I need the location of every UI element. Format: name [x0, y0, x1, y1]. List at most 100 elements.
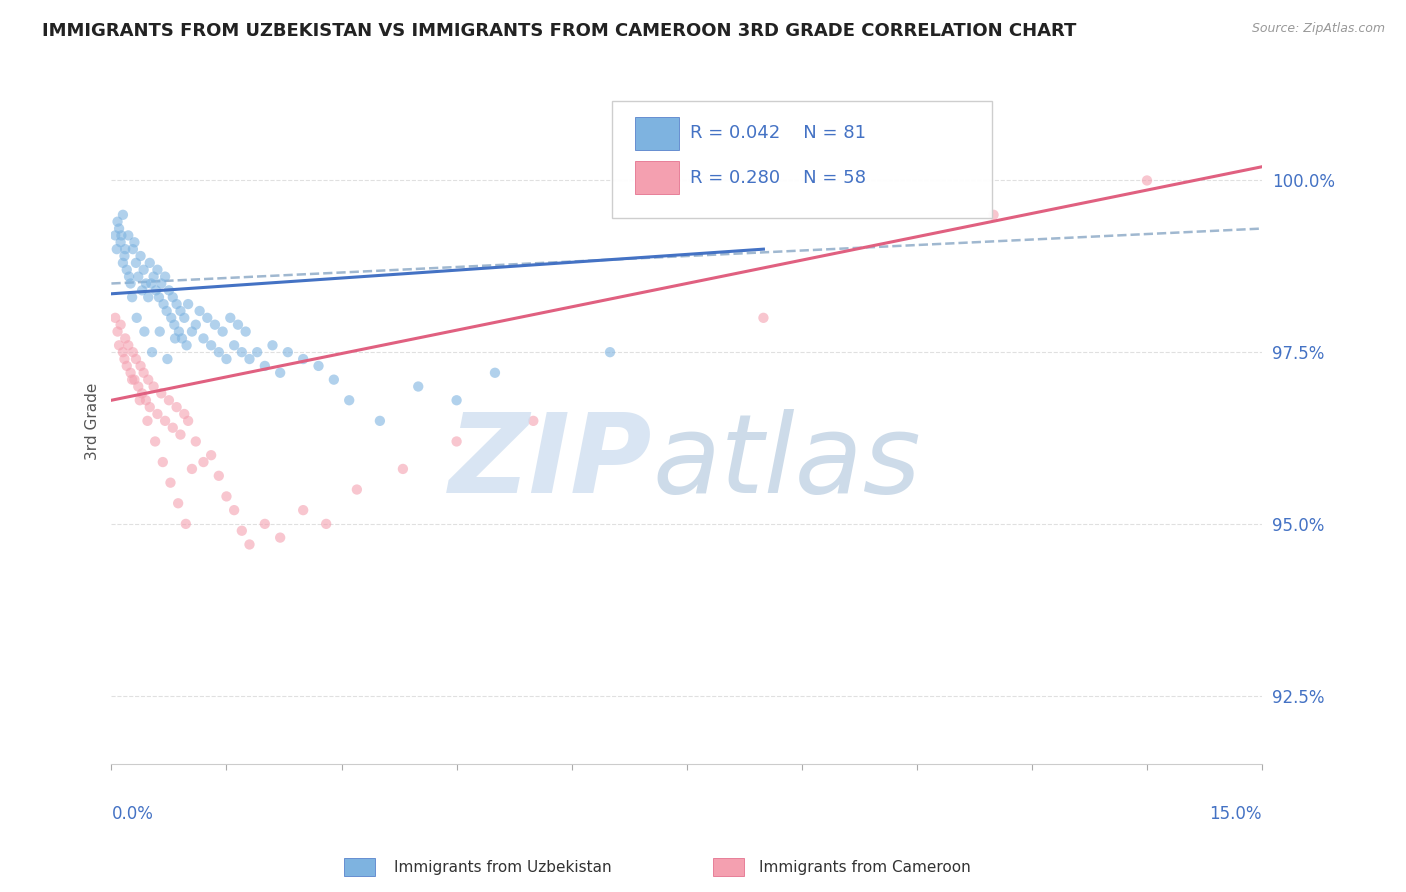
Point [146, 262, 169, 277]
Point [124, 235, 146, 250]
Point [253, 359, 276, 373]
Point [262, 338, 284, 352]
Point [150, 277, 173, 291]
Point [167, 496, 190, 510]
Point [107, 325, 129, 339]
Point [125, 352, 148, 367]
Point [129, 359, 152, 373]
Point [346, 483, 368, 497]
Point [292, 352, 315, 367]
Point [238, 537, 260, 551]
Point [308, 359, 330, 373]
Text: 15.0%: 15.0% [1209, 805, 1263, 823]
Point [110, 235, 132, 250]
Point [149, 325, 172, 339]
Point [107, 215, 129, 229]
Point [105, 242, 128, 256]
Point [157, 284, 180, 298]
Text: IMMIGRANTS FROM UZBEKISTAN VS IMMIGRANTS FROM CAMEROON 3RD GRADE CORRELATION CHA: IMMIGRANTS FROM UZBEKISTAN VS IMMIGRANTS… [42, 22, 1077, 40]
Point [127, 269, 149, 284]
FancyBboxPatch shape [612, 102, 991, 219]
Point [277, 345, 299, 359]
Text: Immigrants from Cameroon: Immigrants from Cameroon [759, 860, 972, 874]
Point [114, 242, 136, 256]
Point [152, 297, 174, 311]
Point [238, 352, 260, 367]
Point [224, 503, 246, 517]
Point [159, 475, 181, 490]
Point [104, 228, 127, 243]
Point [114, 352, 136, 367]
Point [110, 228, 132, 243]
Text: R = 0.042    N = 81: R = 0.042 N = 81 [690, 124, 866, 142]
Point [337, 393, 360, 408]
Text: 0.0%: 0.0% [111, 805, 153, 823]
Point [141, 277, 163, 291]
Point [132, 262, 155, 277]
Point [484, 366, 506, 380]
Point [128, 393, 150, 408]
Point [135, 393, 157, 408]
Point [204, 318, 226, 332]
Point [157, 393, 180, 408]
Point [193, 455, 215, 469]
Point [292, 503, 315, 517]
Point [146, 407, 169, 421]
Point [141, 345, 163, 359]
Text: R = 0.280    N = 58: R = 0.280 N = 58 [690, 169, 866, 186]
Point [142, 269, 165, 284]
Point [522, 414, 544, 428]
Point [983, 208, 1005, 222]
Point [108, 338, 131, 352]
Point [211, 325, 233, 339]
Point [115, 262, 138, 277]
Point [215, 490, 238, 504]
Y-axis label: 3rd Grade: 3rd Grade [86, 382, 100, 459]
Point [235, 325, 257, 339]
Point [169, 304, 191, 318]
Point [125, 256, 148, 270]
Point [120, 277, 142, 291]
Point [253, 516, 276, 531]
Point [181, 462, 204, 476]
Point [184, 318, 207, 332]
Point [136, 414, 159, 428]
Text: ZIP: ZIP [449, 409, 652, 516]
Point [208, 345, 231, 359]
Point [134, 325, 156, 339]
Point [120, 366, 142, 380]
Point [166, 400, 188, 414]
Point [1136, 173, 1159, 187]
Point [114, 331, 136, 345]
Point [167, 325, 190, 339]
Text: atlas: atlas [652, 409, 921, 516]
Point [114, 249, 136, 263]
Point [139, 400, 162, 414]
Text: Source: ZipAtlas.com: Source: ZipAtlas.com [1251, 22, 1385, 36]
Point [177, 297, 200, 311]
Point [193, 331, 215, 345]
Point [129, 249, 152, 263]
Point [177, 414, 200, 428]
Point [200, 338, 222, 352]
Point [139, 256, 162, 270]
Point [156, 352, 179, 367]
Point [173, 310, 195, 325]
Point [200, 448, 222, 462]
Point [117, 228, 139, 243]
Point [752, 310, 775, 325]
Point [315, 516, 337, 531]
Point [162, 290, 184, 304]
Point [163, 318, 186, 332]
Point [368, 414, 391, 428]
Point [156, 304, 179, 318]
Point [174, 516, 197, 531]
Point [195, 310, 218, 325]
Point [111, 256, 134, 270]
Point [188, 304, 211, 318]
Point [406, 379, 429, 393]
Point [111, 345, 134, 359]
Point [173, 407, 195, 421]
Point [131, 284, 153, 298]
Point [117, 338, 139, 352]
